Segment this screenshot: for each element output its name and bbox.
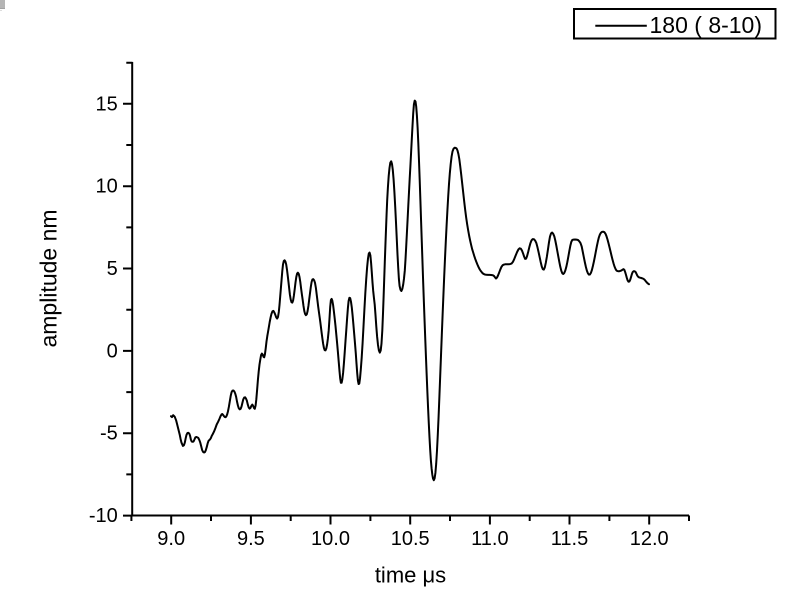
svg-text:12.0: 12.0	[630, 528, 669, 550]
svg-text:0: 0	[107, 340, 118, 362]
svg-text:-10: -10	[89, 505, 118, 527]
svg-text:5: 5	[107, 258, 118, 280]
svg-text:10.5: 10.5	[391, 528, 430, 550]
svg-text:-5: -5	[100, 423, 118, 445]
svg-text:180 ( 8-10): 180 ( 8-10)	[650, 12, 763, 38]
svg-text:10: 10	[96, 176, 118, 198]
svg-text:amplitude nm: amplitude nm	[36, 209, 62, 347]
svg-text:time μs: time μs	[375, 562, 446, 587]
svg-text:10.0: 10.0	[311, 528, 350, 550]
svg-text:9.5: 9.5	[237, 528, 265, 550]
svg-text:11.0: 11.0	[471, 528, 508, 550]
svg-text:9.0: 9.0	[157, 528, 185, 550]
svg-text:15: 15	[96, 93, 118, 115]
svg-text:11.5: 11.5	[551, 528, 588, 550]
